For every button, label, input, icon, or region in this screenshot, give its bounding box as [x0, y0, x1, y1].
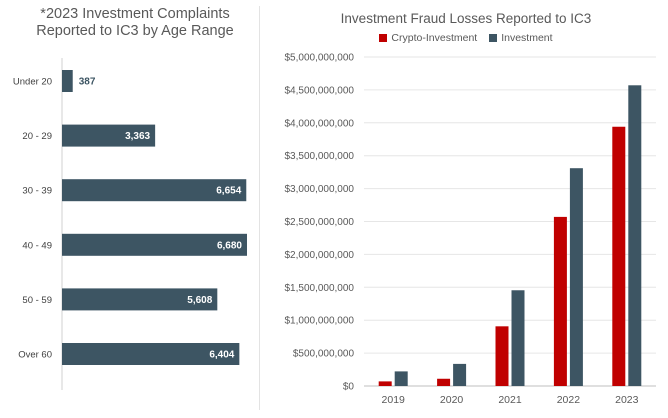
fraud-losses-chart: Investment Fraud Losses Reported to IC3 … — [264, 0, 668, 418]
y-tick-label: $1,500,000,000 — [284, 283, 354, 294]
bar-crypto-investment-2020 — [437, 378, 451, 386]
age-bar-under-20 — [62, 70, 73, 92]
age-category-label-under-20: Under 20 — [13, 77, 52, 88]
y-tick-label: $4,500,000,000 — [284, 85, 354, 96]
age-bar-20-29 — [62, 124, 156, 147]
age-chart-plot: Under 20 387 20 - 29 3,363 30 - 39 6,654 40 - … — [13, 58, 247, 390]
y-tick-label: $3,000,000,000 — [284, 184, 354, 195]
age-category-label-over-60: Over 60 — [18, 350, 52, 361]
losses-chart-plot: $0 $500,000,000 $1,000,000,000 $1,500,000,0… — [284, 53, 656, 406]
legend-item-crypto-investment: Crypto-Investment — [379, 32, 477, 44]
legend-item-investment: Investment — [489, 32, 553, 44]
age-value-label-20-29: 3,363 — [125, 131, 150, 142]
age-category-label-50-59: 50 - 59 — [22, 295, 52, 306]
x-tick-label-2023: 2023 — [615, 394, 639, 406]
age-bar-over-60 — [62, 343, 240, 365]
bar-investment-2020 — [453, 363, 467, 386]
y-tick-label: $2,500,000,000 — [284, 217, 354, 228]
bar-crypto-investment-2022 — [553, 216, 567, 386]
x-tick-label-2022: 2022 — [557, 394, 581, 406]
age-bar-30-39 — [62, 179, 247, 202]
age-category-label-30-39: 30 - 39 — [22, 186, 52, 197]
age-chart-title-line-2: Reported to IC3 by Age Range — [36, 23, 234, 40]
bar-investment-2023 — [628, 85, 642, 386]
age-value-label-over-60: 6,404 — [209, 350, 234, 361]
y-tick-label: $500,000,000 — [293, 349, 355, 360]
losses-chart-title: Investment Fraud Losses Reported to IC3 — [340, 11, 592, 26]
bar-crypto-investment-2019 — [378, 381, 392, 386]
legend-label-crypto-investment: Crypto-Investment — [391, 32, 478, 44]
losses-chart-legend: Crypto-Investment Investment — [264, 32, 668, 44]
x-tick-label-2021: 2021 — [498, 394, 522, 406]
x-tick-label-2019: 2019 — [382, 394, 406, 406]
y-tick-label: $5,000,000,000 — [284, 53, 354, 64]
age-bar-50-59 — [62, 288, 218, 311]
age-bar-40-49 — [62, 233, 247, 256]
age-value-label-50-59: 5,608 — [187, 295, 212, 306]
legend-label-investment: Investment — [501, 32, 553, 44]
legend-swatch-investment — [489, 34, 498, 42]
age-chart-title: *2023 Investment Complaints Reported to … — [20, 6, 250, 41]
age-value-label-30-39: 6,654 — [216, 186, 241, 197]
age-category-label-20-29: 20 - 29 — [22, 131, 52, 142]
bar-investment-2022 — [569, 168, 583, 386]
y-tick-label: $0 — [343, 382, 355, 393]
bar-investment-2019 — [394, 371, 408, 386]
y-tick-label: $3,500,000,000 — [284, 151, 354, 162]
age-value-label-under-20: 387 — [79, 77, 96, 88]
panel-divider — [259, 6, 260, 410]
age-range-chart: *2023 Investment Complaints Reported to … — [0, 0, 262, 418]
age-value-label-40-49: 6,680 — [217, 240, 242, 251]
bar-crypto-investment-2023 — [612, 126, 626, 387]
y-tick-label: $2,000,000,000 — [284, 250, 354, 261]
y-tick-label: $4,000,000,000 — [284, 118, 354, 129]
age-chart-title-line-1: *2023 Investment Complaints — [40, 6, 230, 22]
bar-investment-2021 — [511, 290, 525, 386]
x-tick-label-2020: 2020 — [440, 394, 464, 406]
y-tick-label: $1,000,000,000 — [284, 316, 354, 327]
age-category-label-40-49: 40 - 49 — [22, 240, 52, 251]
legend-swatch-crypto-investment — [379, 34, 388, 42]
bar-crypto-investment-2021 — [495, 326, 509, 386]
